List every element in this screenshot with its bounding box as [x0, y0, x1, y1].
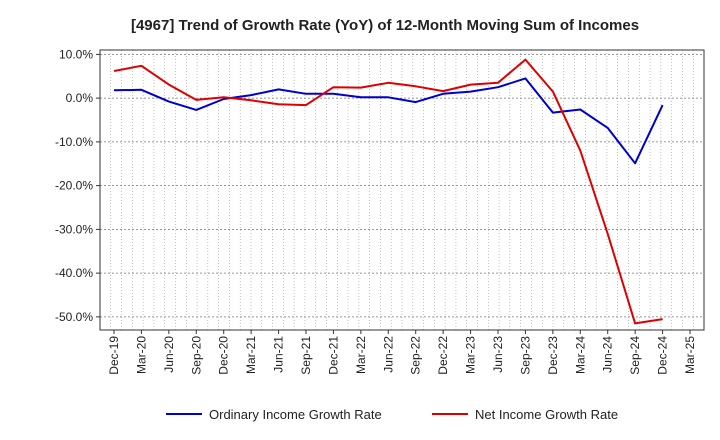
y-axis-ticks: 10.0% 0.0% -10.0% -20.0% -30.0% -40.0% -50.0% — [55, 47, 100, 324]
y-tick-label: -20.0% — [55, 179, 93, 193]
x-tick-label: Mar-25 — [683, 336, 697, 374]
y-tick-label: 0.0% — [66, 91, 94, 105]
x-tick-label: Dec-24 — [656, 336, 670, 375]
x-tick-label: Jun-24 — [601, 336, 615, 373]
x-tick-label: Mar-22 — [354, 336, 368, 374]
y-tick-label: -30.0% — [55, 222, 93, 236]
x-tick-label: Jun-22 — [381, 336, 395, 373]
x-tick-label: Sep-20 — [189, 336, 203, 375]
chart-title: [4967] Trend of Growth Rate (YoY) of 12-… — [131, 17, 639, 34]
legend: Ordinary Income Growth Rate Net Income Gr… — [166, 407, 618, 422]
plot-area — [100, 50, 704, 330]
x-axis-ticks: Dec-19 Mar-20 Jun-20 Sep-20 Dec-20 Mar-21 Jun-… — [107, 330, 697, 375]
series-line-net-income — [113, 58, 663, 325]
x-tick-label: Sep-21 — [299, 336, 313, 375]
x-tick-label: Sep-24 — [628, 336, 642, 375]
y-tick-label: 10.0% — [59, 47, 93, 61]
series-line-ordinary-income — [113, 77, 664, 165]
x-tick-label: Jun-23 — [491, 336, 505, 373]
x-tick-label: Mar-21 — [244, 336, 258, 374]
x-tick-label: Dec-21 — [326, 336, 340, 375]
legend-label: Net Income Growth Rate — [475, 407, 618, 422]
x-tick-label: Mar-24 — [573, 336, 587, 374]
x-tick-label: Mar-23 — [464, 336, 478, 374]
legend-label: Ordinary Income Growth Rate — [209, 407, 382, 422]
x-tick-label: Mar-20 — [134, 336, 148, 374]
x-tick-label: Dec-23 — [546, 336, 560, 375]
x-tick-label: Sep-22 — [409, 336, 423, 375]
x-tick-label: Dec-22 — [436, 336, 450, 375]
x-tick-label: Jun-20 — [162, 336, 176, 373]
x-tick-label: Sep-23 — [518, 336, 532, 375]
horizontal-gridlines — [100, 53, 704, 318]
x-tick-label: Jun-21 — [272, 336, 286, 373]
y-tick-label: -40.0% — [55, 266, 93, 280]
series-lines — [113, 58, 664, 325]
plot-border — [99, 49, 705, 331]
y-tick-label: -10.0% — [55, 135, 93, 149]
x-tick-label: Dec-19 — [107, 336, 121, 375]
y-tick-label: -50.0% — [55, 310, 93, 324]
x-tick-label: Dec-20 — [217, 336, 231, 375]
